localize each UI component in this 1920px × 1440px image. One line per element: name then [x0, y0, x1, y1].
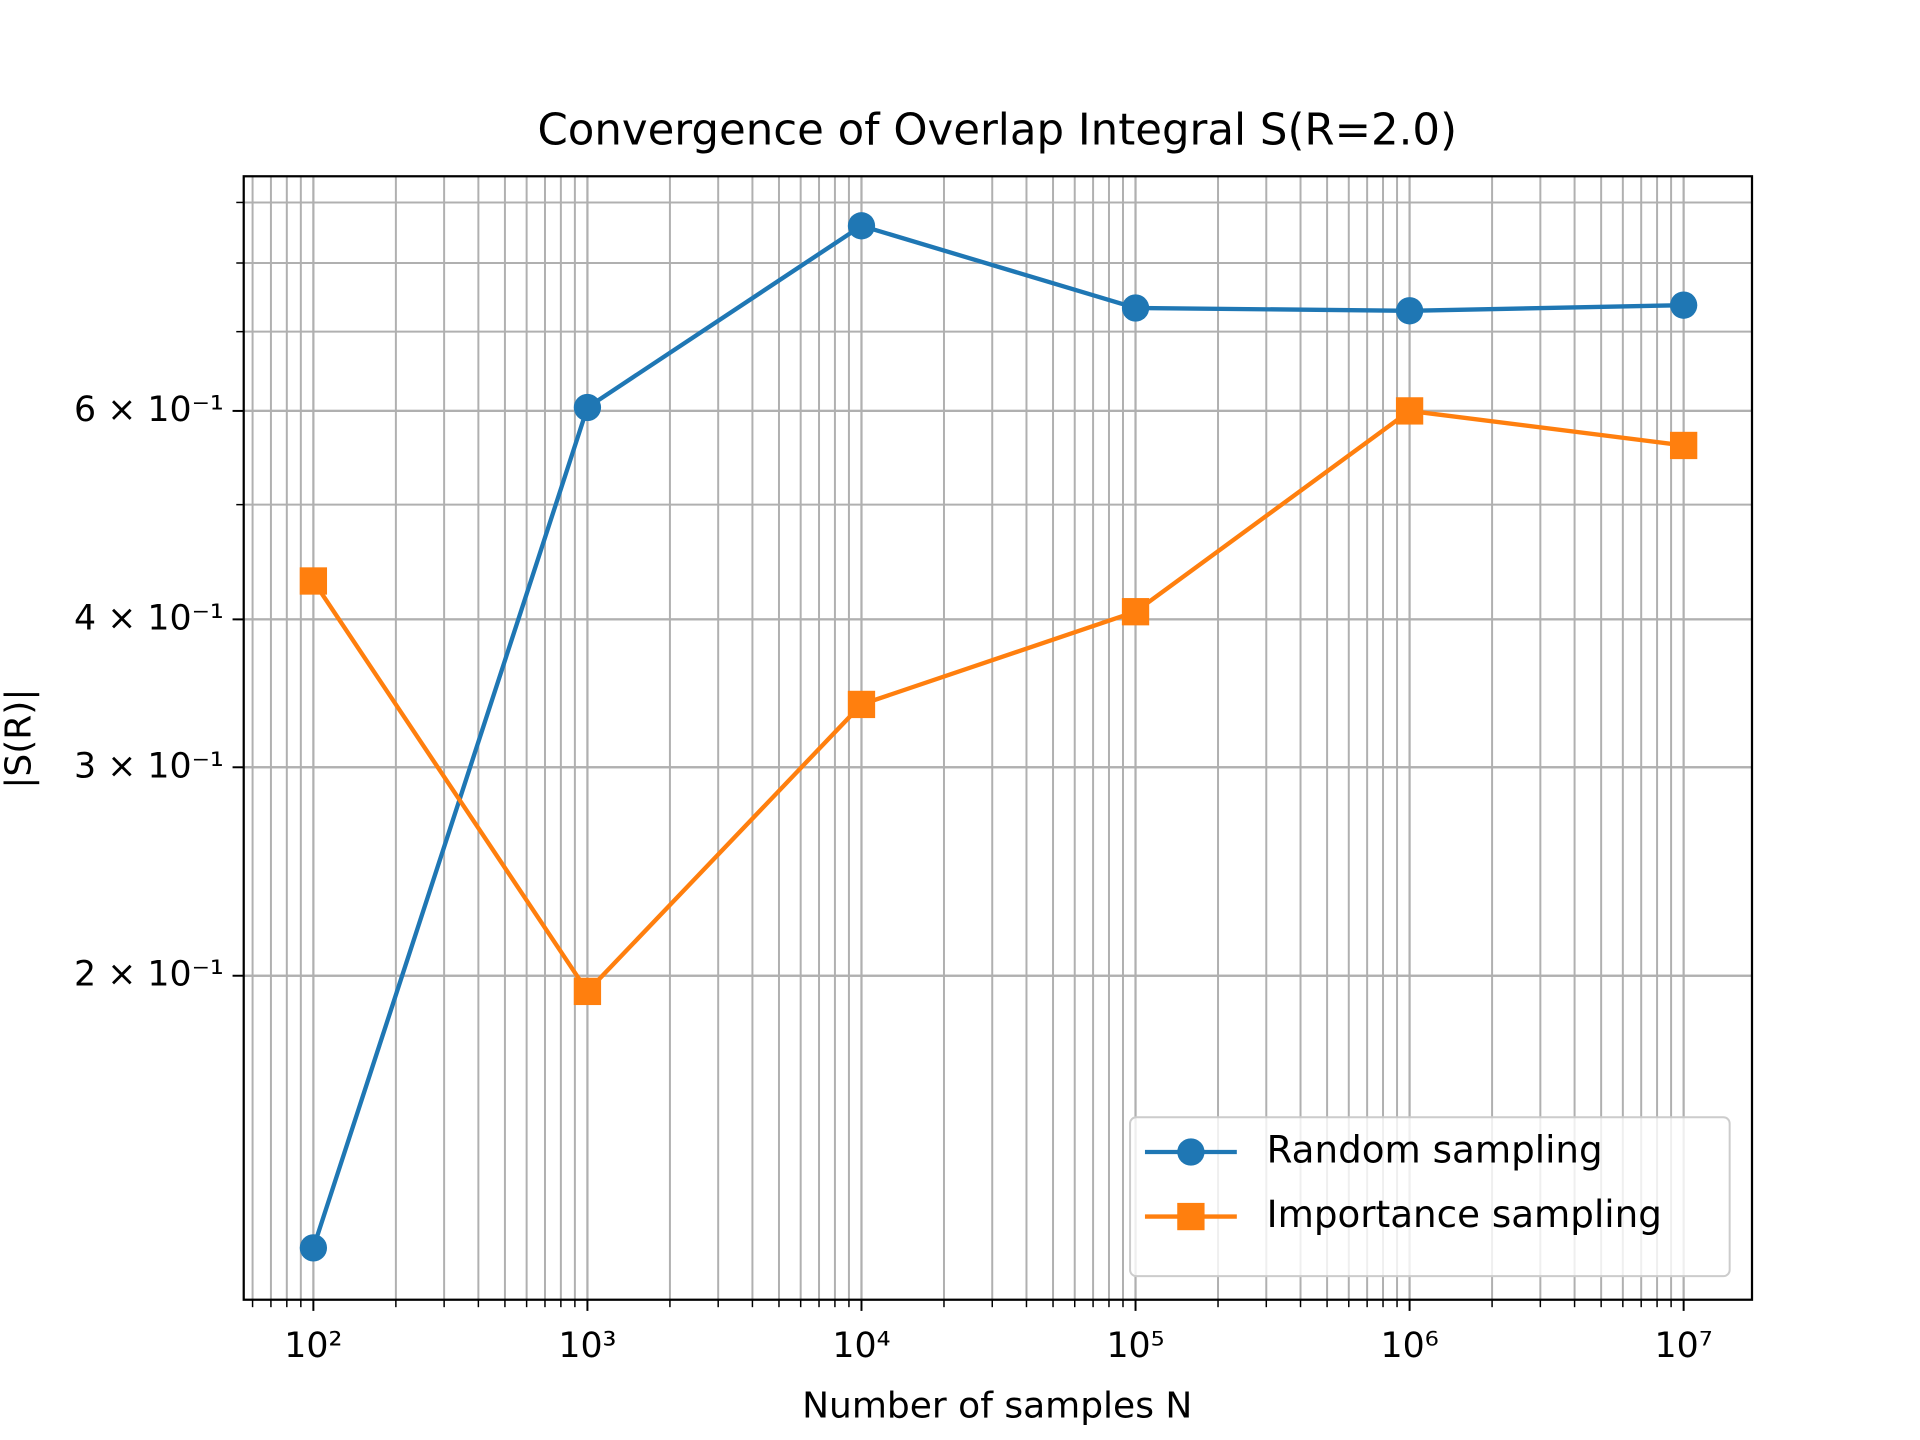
- axes-frame: [242, 175, 1754, 1301]
- legend-label: Importance sampling: [1267, 1192, 1662, 1236]
- series-line: [311, 223, 1684, 1249]
- series-line: [311, 408, 1684, 995]
- marker: [1177, 1202, 1205, 1231]
- marker: [1395, 397, 1424, 425]
- marker: [1121, 598, 1150, 626]
- x-tick-label: 10⁶: [1381, 1326, 1439, 1366]
- marker: [1669, 291, 1698, 319]
- marker: [1669, 431, 1698, 460]
- marker: [573, 393, 602, 422]
- y-axis-label: |S(R)|: [0, 689, 39, 789]
- plot-area: [299, 212, 1698, 1262]
- marker: [1121, 294, 1150, 322]
- legend-box: [1129, 1116, 1731, 1278]
- marker: [299, 567, 328, 595]
- marker: [299, 1234, 328, 1262]
- x-tick-label: 10²: [284, 1326, 342, 1366]
- x-tick-label: 10⁵: [1106, 1326, 1164, 1366]
- x-axis-label: Number of samples N: [802, 1386, 1192, 1427]
- legend-label: Random sampling: [1267, 1128, 1603, 1172]
- y-tick-label: 6 × 10⁻¹: [74, 390, 224, 430]
- marker: [1395, 297, 1424, 325]
- grid: [243, 176, 1753, 1300]
- marker: [1177, 1138, 1205, 1166]
- axes: 10² 10³ 10⁴ 10⁵ 10⁶ 10⁷ 2 × 10⁻¹ 3 × 10⁻¹ 4 × 10…: [74, 201, 1713, 1366]
- x-tick-label: 10³: [558, 1326, 616, 1366]
- legend: Random sampling Importance sampling: [1129, 1116, 1731, 1278]
- marker: [847, 212, 876, 240]
- x-tick-label: 10⁷: [1655, 1326, 1713, 1366]
- chart-title: Convergence of Overlap Integral S(R=2.0): [537, 105, 1457, 155]
- y-tick-label: 3 × 10⁻¹: [74, 746, 224, 786]
- y-tick-label: 4 × 10⁻¹: [74, 598, 224, 638]
- y-tick-label: 2 × 10⁻¹: [74, 955, 224, 995]
- x-tick-label: 10⁴: [832, 1326, 890, 1366]
- marker: [847, 690, 876, 719]
- marker: [573, 977, 602, 1006]
